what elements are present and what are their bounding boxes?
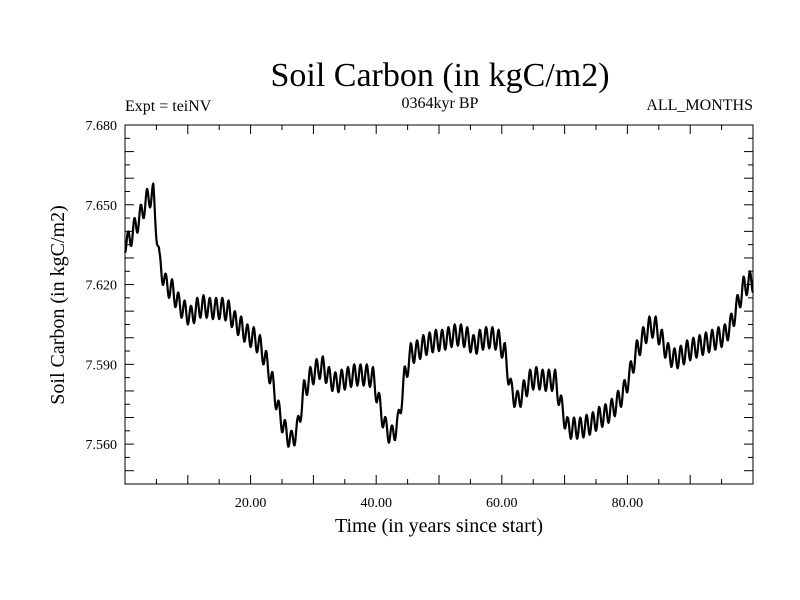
x-tick-label: 20.00 — [235, 496, 267, 511]
y-axis-label: Soil Carbon (in kgC/m2) — [47, 205, 69, 404]
x-tick-label: 80.00 — [612, 496, 644, 511]
chart-title: Soil Carbon (in kgC/m2) — [270, 57, 609, 94]
x-tick-label: 60.00 — [486, 496, 518, 511]
y-tick-label: 7.680 — [86, 119, 118, 134]
period-label: 0364kyr BP — [402, 95, 479, 112]
y-tick-label: 7.590 — [86, 358, 118, 373]
plot-frame — [124, 124, 754, 485]
y-tick-label: 7.650 — [86, 199, 118, 214]
months-label: ALL_MONTHS — [646, 97, 753, 114]
axis-tick-labels: 20.00 40.00 60.00 80.00 7.560 7.590 7.620 7.650… — [86, 119, 644, 511]
axis-ticks — [125, 124, 753, 484]
x-tick-label: 40.00 — [360, 496, 392, 511]
y-tick-label: 7.620 — [86, 279, 118, 294]
soil-carbon-line — [123, 182, 755, 448]
expt-label: Expt = teiNV — [125, 98, 212, 115]
y-tick-label: 7.560 — [86, 438, 118, 453]
x-axis-label: Time (in years since start) — [335, 515, 543, 537]
